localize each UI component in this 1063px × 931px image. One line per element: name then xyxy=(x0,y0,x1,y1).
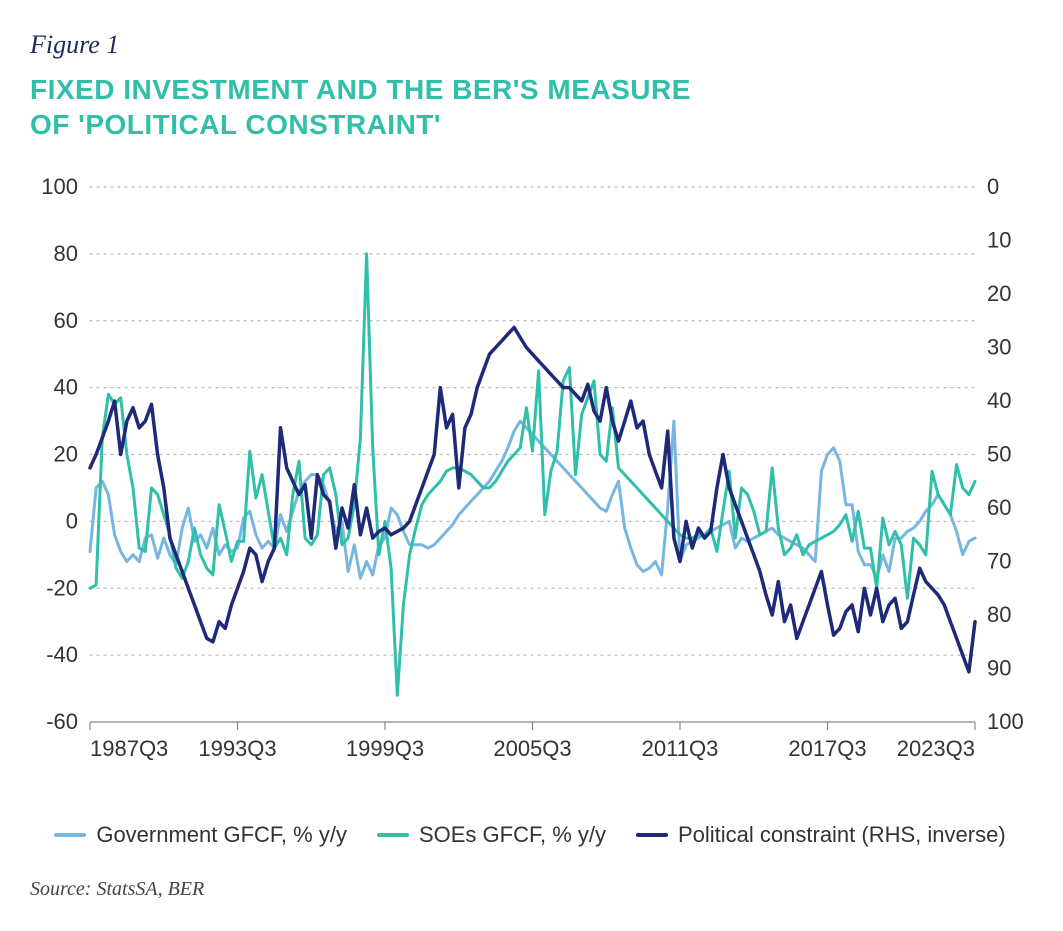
x-tick-label: 1987Q3 xyxy=(90,736,168,761)
y-left-tick-label: 40 xyxy=(54,375,78,400)
y-right-tick-label: 60 xyxy=(987,495,1011,520)
legend: Government GFCF, % y/y SOEs GFCF, % y/y Po… xyxy=(30,822,1030,848)
y-left-tick-label: -20 xyxy=(46,575,78,600)
y-left-tick-label: 0 xyxy=(66,508,78,533)
x-tick-label: 2005Q3 xyxy=(493,736,571,761)
x-tick-label: 2023Q3 xyxy=(897,736,975,761)
source-text: Source: StatsSA, BER xyxy=(30,878,1033,901)
y-left-tick-label: -40 xyxy=(46,642,78,667)
series-political_constraint xyxy=(90,327,975,671)
chart-container: -60 -40 -20 0 20 40 60 80 100 0 10 20 30 40 50 60 70 80 90… xyxy=(30,177,1030,797)
y-left-tick-label: 100 xyxy=(41,177,78,199)
y-right-tick-label: 10 xyxy=(987,228,1011,253)
chart-title: FIXED INVESTMENT AND THE BER'S MEASURE O… xyxy=(30,72,1033,142)
y-right-tick-label: 100 xyxy=(987,709,1024,734)
y-right-tick-label: 80 xyxy=(987,602,1011,627)
title-line-1: FIXED INVESTMENT AND THE BER'S MEASURE xyxy=(30,74,691,105)
x-tick-label: 2011Q3 xyxy=(642,736,719,761)
legend-item: SOEs GFCF, % y/y xyxy=(377,822,606,848)
legend-label: SOEs GFCF, % y/y xyxy=(419,822,606,848)
legend-label: Political constraint (RHS, inverse) xyxy=(678,822,1006,848)
y-right-tick-label: 0 xyxy=(987,177,999,199)
x-tick-label: 1999Q3 xyxy=(346,736,424,761)
y-right-tick-label: 40 xyxy=(987,388,1011,413)
y-left-tick-label: 80 xyxy=(54,241,78,266)
figure-label: Figure 1 xyxy=(30,30,1033,60)
legend-label: Government GFCF, % y/y xyxy=(96,822,347,848)
x-tick-label: 1993Q3 xyxy=(198,736,276,761)
legend-swatch xyxy=(54,833,86,837)
y-left-tick-label: -60 xyxy=(46,709,78,734)
legend-swatch xyxy=(377,833,409,837)
chart-svg: -60 -40 -20 0 20 40 60 80 100 0 10 20 30 40 50 60 70 80 90… xyxy=(30,177,1030,797)
y-right-tick-label: 30 xyxy=(987,335,1011,360)
legend-item: Government GFCF, % y/y xyxy=(54,822,347,848)
y-right-tick-label: 90 xyxy=(987,656,1011,681)
y-left-tick-label: 20 xyxy=(54,442,78,467)
y-right-tick-label: 20 xyxy=(987,281,1011,306)
y-right-tick-label: 50 xyxy=(987,442,1011,467)
y-left-tick-label: 60 xyxy=(54,308,78,333)
title-line-2: OF 'POLITICAL CONSTRAINT' xyxy=(30,109,441,140)
x-tick-label: 2017Q3 xyxy=(788,736,866,761)
legend-item: Political constraint (RHS, inverse) xyxy=(636,822,1006,848)
y-right-tick-label: 70 xyxy=(987,549,1011,574)
legend-swatch xyxy=(636,833,668,837)
